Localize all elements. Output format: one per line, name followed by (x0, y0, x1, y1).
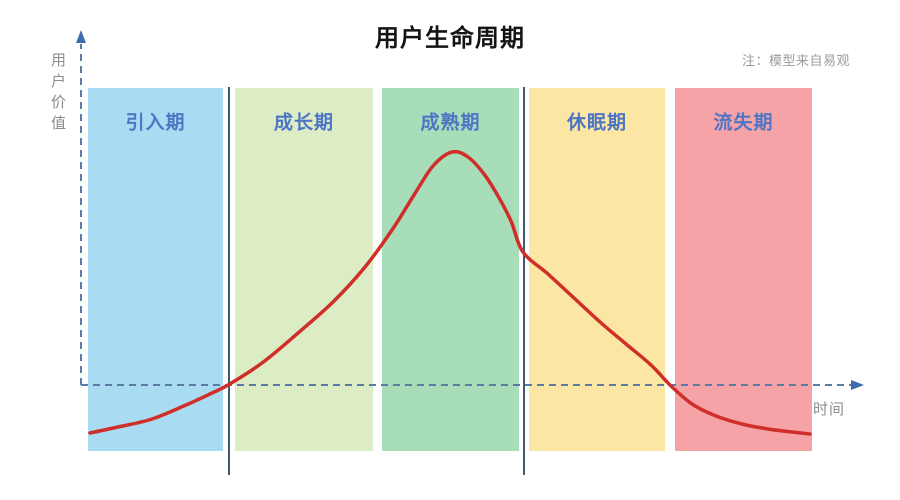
y-axis-arrow-icon (76, 30, 86, 43)
phase-label-2: 成长期 (273, 112, 335, 134)
phase-band-3 (382, 88, 519, 451)
chart-title: 用户生命周期 (375, 25, 525, 52)
chart-note: 注：模型来自易观 (741, 53, 850, 68)
lifecycle-curve (88, 149, 812, 436)
y-axis-label: 用户价值 (49, 52, 66, 136)
x-axis-label: 时间 (813, 401, 846, 418)
phase-label-1: 引入期 (125, 112, 186, 134)
phase-label-3: 成熟期 (420, 112, 481, 134)
phase-label-4: 休眠期 (566, 112, 628, 134)
phase-band-5 (675, 88, 812, 451)
phase-band-4 (529, 88, 665, 451)
phase-band-1 (88, 88, 223, 451)
phase-label-5: 流失期 (713, 112, 774, 134)
phase-band-2 (235, 88, 373, 451)
x-axis-arrow-icon (851, 380, 864, 390)
